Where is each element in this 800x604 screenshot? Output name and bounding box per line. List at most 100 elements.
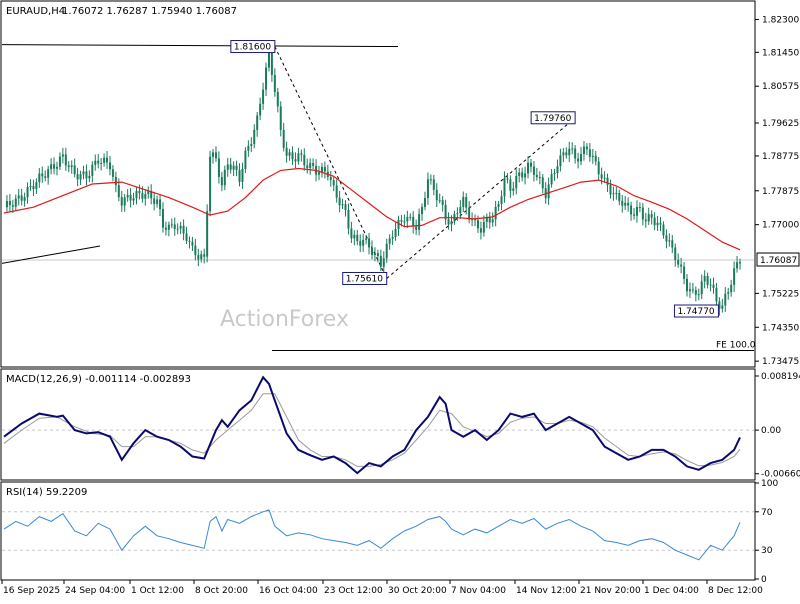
fib-leg-up <box>386 117 576 279</box>
candle-body <box>214 152 217 159</box>
candle-body <box>547 184 550 199</box>
support-trendline <box>1 245 101 264</box>
candle-body <box>662 224 665 236</box>
candle-body <box>612 193 615 195</box>
candle-body <box>435 189 438 201</box>
candle-body <box>138 190 141 194</box>
rsi-tick-label: 0 <box>761 575 767 585</box>
candle-body <box>359 241 362 246</box>
candle-body <box>650 214 653 218</box>
candle-body <box>135 190 138 199</box>
candle-body <box>238 170 241 182</box>
time-tick-label: 21 Nov 20:00 <box>580 586 641 596</box>
candle-body <box>494 206 497 220</box>
candle-body <box>421 206 424 215</box>
candle-body <box>674 247 677 260</box>
candle-body <box>50 164 53 170</box>
time-tick-label: 1 Oct 12:00 <box>131 586 184 596</box>
candle-body <box>44 176 47 178</box>
candle-body <box>724 293 727 306</box>
candle-body <box>550 174 553 185</box>
annotation-label: 1.81600 <box>234 43 271 53</box>
candle-body <box>712 284 715 288</box>
macd-tick-label: 0.00 <box>761 426 781 436</box>
candle-body <box>273 74 276 93</box>
candle-body <box>53 164 56 169</box>
moving-average <box>3 167 741 251</box>
watermark: ActionForex <box>220 307 349 332</box>
candle-body <box>721 305 724 309</box>
price-tick-label: 1.75225 <box>762 289 799 299</box>
candle-body <box>700 281 703 295</box>
candle-body <box>418 214 421 230</box>
candle-body <box>341 204 344 206</box>
candle-body <box>527 162 530 174</box>
candle-body <box>320 166 323 173</box>
candle-body <box>597 161 600 175</box>
candle-body <box>200 254 203 260</box>
candle-body <box>241 168 244 182</box>
candle-body <box>365 238 368 240</box>
candle-body <box>503 178 506 197</box>
candle-body <box>659 222 662 225</box>
candle-body <box>379 255 382 267</box>
candle-body <box>429 179 432 181</box>
candle-body <box>20 195 23 201</box>
rsi-level-lines <box>2 511 754 551</box>
candle-body <box>156 199 159 204</box>
candle-body <box>73 165 76 175</box>
candle-body <box>688 289 691 292</box>
last-price-box <box>756 252 800 267</box>
candle-body <box>288 152 291 156</box>
candle-body <box>103 157 106 163</box>
candle-body <box>35 182 38 190</box>
candle-body <box>147 190 150 195</box>
time-tick-label: 23 Oct 12:00 <box>324 586 383 596</box>
candle-body <box>368 238 371 248</box>
candle-body <box>61 154 64 157</box>
price-tick-label: 1.77000 <box>762 221 799 231</box>
candle-body <box>459 207 462 214</box>
candle-body <box>580 154 583 162</box>
candle-body <box>64 154 67 166</box>
candle-body <box>297 153 300 162</box>
candle-body <box>332 180 335 186</box>
candle-body <box>382 258 385 267</box>
candle-body <box>476 220 479 229</box>
candle-body <box>412 216 415 227</box>
macd-panel-frame <box>0 368 756 481</box>
annotation-box <box>230 40 276 54</box>
annotation-label: 1.79760 <box>534 114 571 124</box>
candle-body <box>217 158 220 178</box>
ma-line <box>3 167 741 251</box>
macd-tick-label: -0.006604 <box>761 470 800 480</box>
candle-body <box>120 197 123 206</box>
candle-body <box>638 207 641 209</box>
candle-body <box>588 149 591 157</box>
last-price-label: 1.76087 <box>760 256 797 266</box>
candle-body <box>479 228 482 233</box>
candle-body <box>114 176 117 186</box>
candle-body <box>450 221 453 225</box>
candle-body <box>591 155 594 157</box>
candle-body <box>276 92 279 107</box>
candle-body <box>294 159 297 162</box>
candle-body <box>482 221 485 233</box>
candle-body <box>653 217 656 226</box>
candle-body <box>253 129 256 145</box>
candle-body <box>76 174 79 180</box>
candle-body <box>621 200 624 206</box>
macd-title: MACD(12,26,9) -0.001114 -0.002893 <box>6 374 191 385</box>
candle-body <box>400 220 403 222</box>
candle-body <box>471 219 474 221</box>
candle-body <box>585 146 588 150</box>
annotation-box <box>342 271 388 285</box>
candle-body <box>485 217 488 222</box>
candle-body <box>356 234 359 242</box>
candle-body <box>512 188 515 191</box>
candle-body <box>635 207 638 216</box>
candle-body <box>491 219 494 223</box>
macd-lines <box>3 375 741 475</box>
time-tick-label: 8 Oct 20:00 <box>195 586 248 596</box>
annotation-box <box>530 111 576 125</box>
